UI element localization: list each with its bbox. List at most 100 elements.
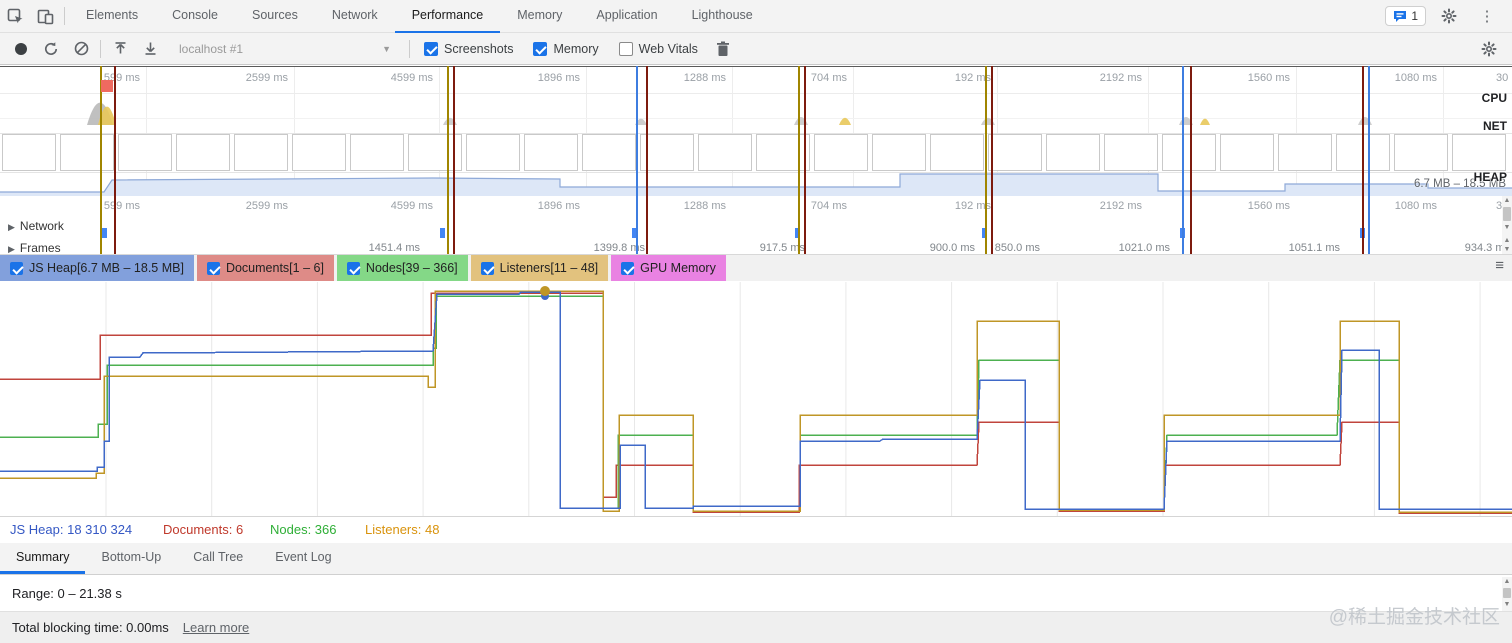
ruler-label: 192 ms xyxy=(954,72,991,84)
toolbar-checkbox-screenshots[interactable]: Screenshots xyxy=(424,41,513,56)
legend-checkbox[interactable] xyxy=(346,261,360,275)
filmstrip-frame[interactable] xyxy=(756,134,810,171)
learn-more-link[interactable]: Learn more xyxy=(182,620,250,635)
scroll-down-icon[interactable]: ▼ xyxy=(1503,224,1511,231)
disclosure-triangle-icon[interactable]: ▶ xyxy=(8,222,15,232)
legend-menu-icon[interactable]: ≡ xyxy=(1495,257,1504,274)
checkbox-memory[interactable] xyxy=(533,41,548,56)
tab-memory[interactable]: Memory xyxy=(517,8,563,22)
filmstrip-frame[interactable] xyxy=(1162,134,1216,171)
disclosure-triangle-icon[interactable]: ▶ xyxy=(8,244,15,254)
filmstrip-frame[interactable] xyxy=(698,134,752,171)
trash-icon[interactable] xyxy=(708,36,738,62)
filmstrip-frame[interactable] xyxy=(234,134,288,171)
network-track-header[interactable]: ▶ Network xyxy=(8,219,64,233)
memory-counters-chart[interactable] xyxy=(0,281,1512,517)
filmstrip-frame[interactable] xyxy=(930,134,984,171)
details-tab-bottom-up[interactable]: Bottom-Up xyxy=(101,550,162,564)
frames-track[interactable]: ▶ Frames 1451.4 ms 1399.8 ms 917.5 ms 900.0 … xyxy=(0,240,1512,254)
checkbox-label: Web Vitals xyxy=(638,41,698,56)
filmstrip-frame[interactable] xyxy=(60,134,114,171)
checkbox-screenshots[interactable] xyxy=(424,41,438,56)
memory-legend-chips: JS Heap[6.7 MB – 18.5 MB] Documents[1 – 6… xyxy=(0,255,726,281)
filmstrip-frame[interactable] xyxy=(582,134,636,171)
navigation-divider xyxy=(1362,66,1364,254)
frames-track-header[interactable]: ▶ Frames xyxy=(8,241,61,254)
tab-sources[interactable]: Sources xyxy=(251,8,298,22)
scroll-up-icon[interactable]: ▲ xyxy=(1503,237,1511,244)
performance-toolbar: localhost #1 ▼ Screenshots Memory Web Vita… xyxy=(0,33,1512,65)
timeline-overview[interactable]: 599 ms 2599 ms 4599 ms 1896 ms 1288 ms 704 ms… xyxy=(0,66,1512,197)
counter-js-heap: JS Heap: 18 310 324 xyxy=(10,522,133,537)
filmstrip-frame[interactable] xyxy=(1394,134,1448,171)
device-toolbar-icon[interactable] xyxy=(30,3,60,29)
settings-gear-icon[interactable] xyxy=(1434,3,1464,29)
filmstrip-frame[interactable] xyxy=(814,134,868,171)
summary-scrollbar[interactable]: ▲ ▼ xyxy=(1502,577,1512,611)
toolbar-checkbox-memory[interactable]: Memory xyxy=(533,41,599,56)
tab-network[interactable]: Network xyxy=(331,8,378,22)
scrollbar-thumb[interactable] xyxy=(1503,207,1511,221)
filmstrip-frame[interactable] xyxy=(1452,134,1506,171)
tab-performance[interactable]: Performance xyxy=(394,0,501,33)
save-profile-icon[interactable] xyxy=(135,36,165,62)
tab-lighthouse[interactable]: Lighthouse xyxy=(691,8,753,22)
legend-checkbox[interactable] xyxy=(480,261,494,275)
issues-counter[interactable]: 1 xyxy=(1385,6,1426,26)
reload-record-icon[interactable] xyxy=(36,36,66,62)
filmstrip-frame[interactable] xyxy=(1104,134,1158,171)
tab-elements[interactable]: Elements xyxy=(86,8,139,22)
kebab-menu-icon[interactable]: ⋮ xyxy=(1479,8,1495,25)
scroll-down-icon[interactable]: ▼ xyxy=(1503,246,1511,253)
scrollbar-thumb[interactable] xyxy=(1503,588,1511,598)
filmstrip-frame[interactable] xyxy=(1220,134,1274,171)
network-track[interactable]: ▶ Network xyxy=(0,216,1512,240)
record-button[interactable] xyxy=(6,36,36,62)
toolbar-checkbox-web-vitals[interactable]: Web Vitals xyxy=(618,41,698,56)
legend-chip-documents[interactable]: Documents[1 – 6] xyxy=(196,255,334,281)
ruler-label: 1560 ms xyxy=(1247,200,1290,212)
frame-duration-label: 900.0 ms xyxy=(929,242,975,254)
profile-history-select[interactable]: localhost #1 ▼ xyxy=(173,37,397,61)
filmstrip-frame[interactable] xyxy=(118,134,172,171)
capture-settings-gear-icon[interactable] xyxy=(1474,36,1504,62)
tracks-scrollbar[interactable]: ▲ ▼ ▲ ▼ xyxy=(1502,196,1512,254)
legend-checkbox[interactable] xyxy=(206,261,220,275)
inspect-element-icon[interactable] xyxy=(0,3,30,29)
filmstrip-frame[interactable] xyxy=(524,134,578,171)
navigation-divider xyxy=(798,66,800,254)
scroll-down-icon[interactable]: ▼ xyxy=(1503,601,1511,608)
legend-chip-js-heap[interactable]: JS Heap[6.7 MB – 18.5 MB] xyxy=(0,255,194,281)
scroll-up-icon[interactable]: ▲ xyxy=(1503,197,1511,204)
timing-marker xyxy=(795,228,800,238)
toolbar-separator xyxy=(64,7,65,25)
tab-application[interactable]: Application xyxy=(596,8,658,22)
ruler-label: 2192 ms xyxy=(1099,200,1142,212)
details-tab-summary[interactable]: Summary xyxy=(0,543,86,574)
legend-chip-listeners[interactable]: Listeners[11 – 48] xyxy=(470,255,609,281)
filmstrip-frame[interactable] xyxy=(2,134,56,171)
heap-range-label: 6.7 MB – 18.5 MB xyxy=(1413,178,1506,190)
legend-chip-nodes[interactable]: Nodes[39 – 366] xyxy=(336,255,468,281)
legend-checkbox[interactable] xyxy=(621,261,635,275)
filmstrip-frame[interactable] xyxy=(640,134,694,171)
load-profile-icon[interactable] xyxy=(105,36,135,62)
filmstrip-frame[interactable] xyxy=(1046,134,1100,171)
legend-chip-gpu-memory[interactable]: GPU Memory xyxy=(611,255,726,281)
legend-checkbox[interactable] xyxy=(10,261,23,275)
scroll-up-icon[interactable]: ▲ xyxy=(1503,578,1511,585)
details-tab-event-log[interactable]: Event Log xyxy=(275,550,332,564)
filmstrip-frame[interactable] xyxy=(1278,134,1332,171)
clear-icon[interactable] xyxy=(66,36,96,62)
frames-track-label: Frames xyxy=(19,241,61,254)
tab-console[interactable]: Console xyxy=(172,8,218,22)
filmstrip-frame[interactable] xyxy=(292,134,346,171)
filmstrip-frame[interactable] xyxy=(350,134,404,171)
filmstrip-frame[interactable] xyxy=(176,134,230,171)
details-tab-call-tree[interactable]: Call Tree xyxy=(193,550,244,564)
filmstrip-frame[interactable] xyxy=(872,134,926,171)
filmstrip-frame[interactable] xyxy=(988,134,1042,171)
filmstrip-frame[interactable] xyxy=(466,134,520,171)
overview-gridline xyxy=(146,67,147,196)
checkbox-web-vitals[interactable] xyxy=(618,41,633,56)
